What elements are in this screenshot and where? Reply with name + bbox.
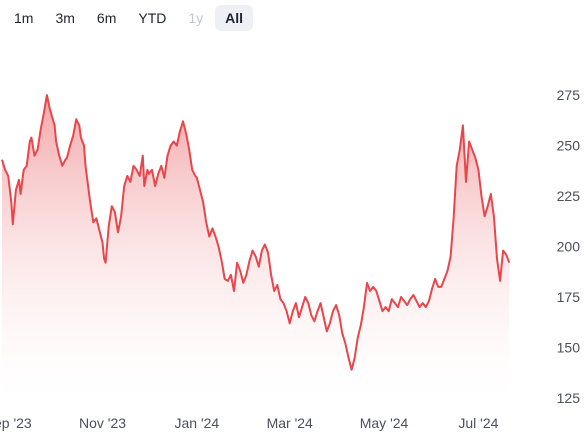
y-tick-label: 200 <box>557 239 581 255</box>
x-tick-label: Jan '24 <box>175 415 220 431</box>
x-tick-label: Nov '23 <box>79 415 126 431</box>
time-range-selector: 1m 3m 6m YTD 1y All <box>4 5 255 31</box>
y-tick-label: 225 <box>557 188 581 204</box>
x-tick-label: Sep '23 <box>0 415 32 431</box>
range-button-3m[interactable]: 3m <box>55 10 75 26</box>
range-button-ytd[interactable]: YTD <box>138 10 167 26</box>
y-tick-label: 175 <box>557 289 581 305</box>
series-line <box>1 94 511 371</box>
range-button-6m[interactable]: 6m <box>96 10 117 26</box>
x-tick-label: Jul '24 <box>458 415 498 431</box>
y-tick-label: 150 <box>557 340 581 356</box>
y-tick-label: 275 <box>557 87 581 103</box>
range-button-1m[interactable]: 1m <box>14 10 34 26</box>
y-tick-label: 125 <box>557 390 581 406</box>
series-area-fill <box>2 95 510 398</box>
x-tick-label: May '24 <box>360 415 409 431</box>
x-tick-label: Mar '24 <box>267 415 313 431</box>
range-button-all[interactable]: All <box>215 5 254 31</box>
y-tick-label: 250 <box>557 138 581 154</box>
range-button-1y: 1y <box>188 10 204 26</box>
